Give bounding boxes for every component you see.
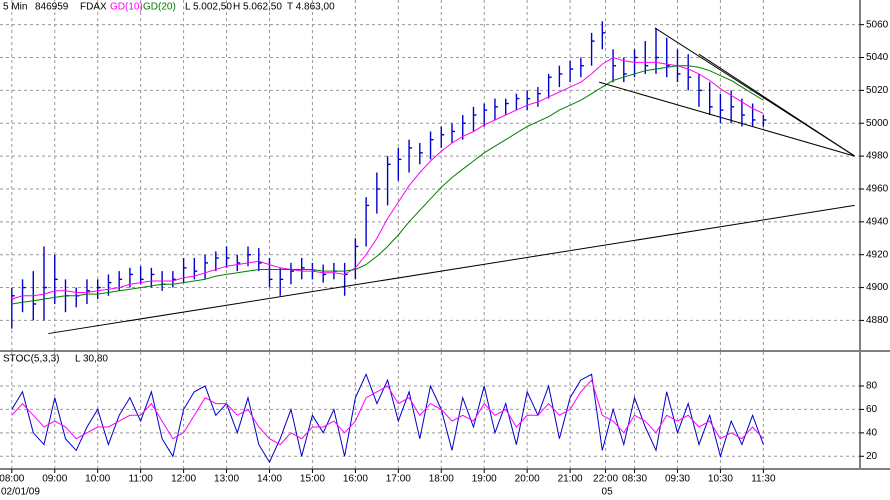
x-tick-label: 21:00 [558,474,583,485]
trendline [698,53,855,157]
trendline [48,204,855,335]
y-tick-label: 5020 [866,85,889,96]
x-tick-label: 20:00 [515,474,540,485]
y-tick-label: 40 [866,427,878,438]
x-tick-label: 13:00 [214,474,239,485]
x-tick-label: 18:00 [429,474,454,485]
y-tick-label: 5060 [866,19,889,30]
x-tick-label: 10:30 [708,474,733,485]
series-line [11,379,764,446]
panel-title: 5 Min [3,2,27,13]
series-line [11,56,764,300]
header-label: H 5.062,50 [233,2,282,13]
x-tick-label: 14:00 [257,474,282,485]
y-tick-label: 4900 [866,282,889,293]
x-tick-label: 11:00 [129,474,154,485]
trendline [598,81,855,157]
y-tick-label: 4940 [866,216,889,227]
date-label: 05 [602,487,614,498]
y-tick-label: 4980 [866,151,889,162]
x-tick-label: 09:30 [665,474,690,485]
x-tick-label: 09:00 [42,474,67,485]
series-line [11,65,764,305]
x-tick-label: 08:30 [622,474,647,485]
y-tick-label: 4880 [866,315,889,326]
x-tick-label: 12:00 [171,474,196,485]
x-tick-label: 10:00 [85,474,110,485]
header-label: T 4.863,00 [287,2,335,13]
series-line [11,372,764,464]
header-label: FDAX [80,2,107,13]
y-tick-label: 60 [866,404,878,415]
header-label: L 5.002,50 [185,2,232,13]
y-tick-label: 4920 [866,249,889,260]
legend-entry: GD(20) [143,2,176,13]
x-tick-label: 17:00 [386,474,411,485]
legend-entry: GD(10) [110,2,143,13]
date-label: 02/01/09 [1,487,40,498]
y-tick-label: 4960 [866,184,889,195]
x-tick-label: 15:00 [300,474,325,485]
x-tick-label: 16:00 [343,474,368,485]
header-label: 846959 [35,2,69,13]
x-tick-label: 19:00 [472,474,497,485]
panel-title: STOC(5,3,3) [3,354,60,365]
y-tick-label: 20 [866,451,878,462]
y-tick-label: 5000 [866,118,889,129]
x-tick-label: 22:00 [593,474,618,485]
y-tick-label: 5040 [866,52,889,63]
header-label: L 30,80 [75,354,108,365]
y-tick-label: 80 [866,381,878,392]
x-tick-label: 08:00 [0,474,25,485]
x-tick-label: 11:30 [751,474,776,485]
